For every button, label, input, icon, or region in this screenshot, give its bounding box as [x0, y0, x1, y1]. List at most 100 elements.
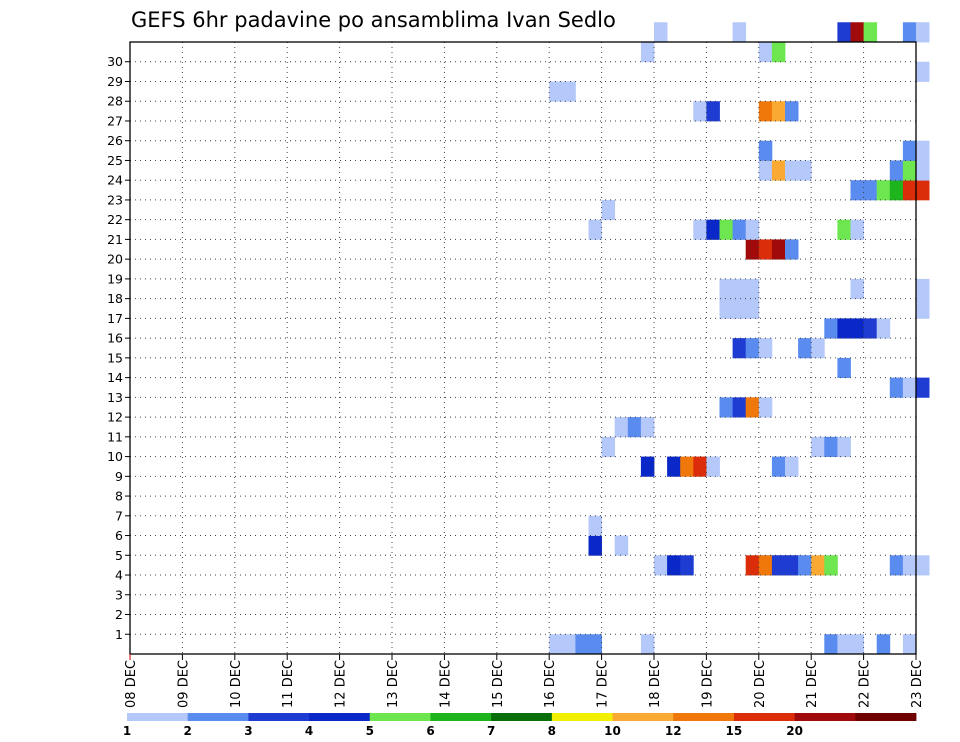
- legend-label: 15: [726, 724, 743, 738]
- y-tick-label: 18: [107, 291, 123, 306]
- precip-cell: [902, 140, 917, 161]
- precip-cell: [902, 377, 917, 398]
- precip-cell: [549, 634, 563, 655]
- precip-cell: [785, 101, 799, 122]
- y-tick-label: 12: [107, 410, 123, 425]
- precip-cell: [916, 377, 930, 398]
- precip-cell: [745, 338, 760, 359]
- y-tick-label: 26: [107, 133, 123, 148]
- precip-cell: [706, 219, 720, 240]
- precip-cell: [680, 555, 694, 576]
- legend-label: 12: [665, 724, 682, 738]
- colorbar-legend: 1 2 3 4 5 6 7 8 10 12 15 20: [123, 713, 917, 738]
- precip-cell: [732, 278, 747, 300]
- legend-label: 6: [426, 724, 434, 738]
- precip-cell: [758, 397, 773, 418]
- y-tick-label: 1: [115, 627, 123, 642]
- x-tick-label: 16 DEC: [543, 660, 558, 708]
- precip-cell: [732, 22, 747, 43]
- precip-cell: [863, 22, 878, 43]
- y-tick-label: 13: [107, 390, 123, 405]
- x-tick-label: 19 DEC: [700, 660, 715, 708]
- precip-cell: [916, 298, 930, 319]
- legend-label: 1: [123, 724, 131, 738]
- precip-cell: [601, 199, 616, 221]
- precip-cell: [902, 160, 917, 181]
- precip-cell: [758, 555, 773, 576]
- precip-cell: [916, 140, 930, 161]
- precip-cell: [811, 338, 825, 359]
- precip-cell: [824, 555, 838, 576]
- y-tick-label: 27: [107, 113, 123, 128]
- precip-cell: [745, 397, 760, 418]
- x-tick-label: 10 DEC: [229, 660, 244, 708]
- precip-cell: [771, 42, 786, 63]
- precip-cell: [837, 357, 851, 379]
- cell-layer: [549, 22, 930, 655]
- precip-cell: [889, 160, 904, 181]
- precip-cell: [771, 160, 786, 181]
- legend-label: 4: [305, 724, 313, 738]
- precip-cell: [745, 555, 760, 576]
- precip-cell: [916, 61, 930, 82]
- precip-cell: [745, 278, 760, 300]
- precip-cell: [837, 318, 851, 339]
- legend-label: 20: [786, 724, 803, 738]
- y-tick-label: 7: [115, 508, 123, 523]
- precip-cell: [863, 180, 878, 201]
- precip-cell: [824, 436, 838, 457]
- precip-cell: [824, 634, 838, 655]
- y-tick-label: 23: [107, 192, 123, 207]
- precip-cell: [758, 239, 773, 260]
- precip-cell: [614, 417, 629, 438]
- precip-cell: [850, 634, 864, 655]
- grid-layer: [130, 42, 916, 654]
- precip-cell: [588, 535, 602, 556]
- precip-cell: [562, 81, 576, 102]
- precip-cell: [627, 417, 642, 438]
- precip-cell: [758, 140, 773, 161]
- precip-cell: [719, 278, 733, 300]
- precip-cell: [876, 634, 891, 655]
- precip-cell: [758, 338, 773, 359]
- precip-cell: [785, 239, 799, 260]
- legend-swatch: [673, 713, 735, 721]
- precip-cell: [837, 22, 851, 43]
- precip-cell: [758, 101, 773, 122]
- y-tick-label: 17: [107, 311, 123, 326]
- y-tick-label: 19: [107, 271, 123, 286]
- x-tick-label: 09 DEC: [176, 660, 191, 708]
- precip-cell: [614, 535, 629, 556]
- precip-cell: [916, 555, 930, 576]
- legend-swatch: [127, 713, 189, 721]
- precip-cell: [785, 160, 799, 181]
- precip-cell: [758, 42, 773, 63]
- precip-cell: [798, 338, 812, 359]
- legend-label: 8: [548, 724, 556, 738]
- precip-cell: [758, 160, 773, 181]
- y-tick-label: 11: [107, 429, 123, 444]
- legend-swatch: [187, 713, 249, 721]
- precip-cell: [601, 436, 616, 457]
- precip-cell: [562, 634, 576, 655]
- y-axis: 1234567891011121314151617181920212223242…: [107, 54, 130, 642]
- y-tick-label: 22: [107, 212, 123, 227]
- precip-cell: [837, 436, 851, 457]
- x-tick-label: 13 DEC: [386, 660, 401, 708]
- y-tick-label: 9: [115, 469, 123, 484]
- precip-cell: [575, 634, 589, 655]
- y-tick-label: 8: [115, 489, 123, 504]
- legend-label: 7: [487, 724, 495, 738]
- precip-cell: [549, 81, 563, 102]
- x-tick-label: 08 DEC: [124, 660, 139, 708]
- precip-cell: [916, 180, 930, 201]
- precip-cell: [902, 634, 917, 655]
- precip-cell: [863, 318, 878, 339]
- precip-cell: [902, 555, 917, 576]
- legend-swatch: [551, 713, 613, 721]
- precip-cell: [588, 219, 602, 240]
- y-tick-label: 25: [107, 153, 123, 168]
- precip-cell: [640, 456, 655, 477]
- precip-cell: [719, 298, 733, 319]
